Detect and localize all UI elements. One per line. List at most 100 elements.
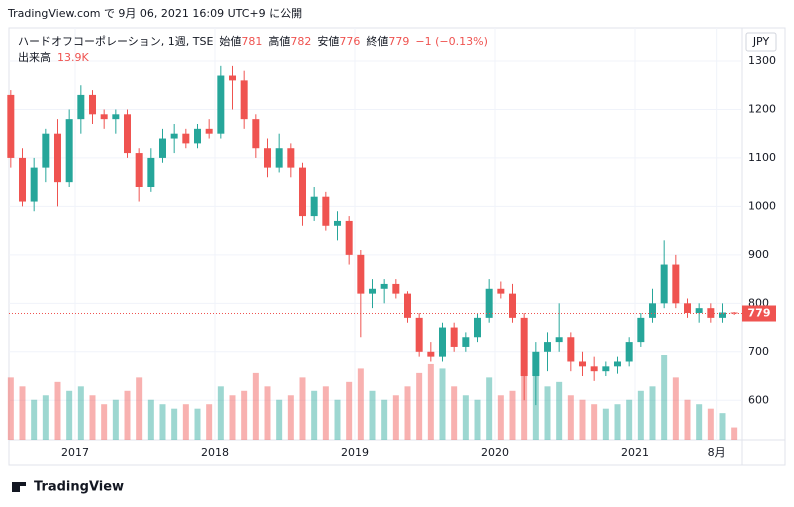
legend-title: ハードオフコーポレーション, 1週, TSE bbox=[18, 35, 213, 48]
volume-bar bbox=[182, 404, 189, 440]
currency-box[interactable] bbox=[745, 32, 777, 52]
volume-bar bbox=[7, 377, 14, 440]
volume-bar bbox=[614, 404, 621, 440]
volume-bar bbox=[602, 408, 609, 440]
candle-body bbox=[54, 133, 61, 183]
candle-body bbox=[205, 128, 213, 134]
volume-bar bbox=[357, 368, 364, 440]
candle-body bbox=[112, 114, 120, 120]
candle-body bbox=[579, 361, 586, 367]
candle-body bbox=[485, 288, 493, 318]
volume-bar bbox=[696, 404, 703, 440]
candle-body bbox=[520, 317, 528, 377]
candle-body bbox=[252, 119, 260, 149]
candle-body bbox=[240, 80, 248, 120]
volume-bar bbox=[544, 386, 551, 440]
volume-bar bbox=[672, 377, 679, 440]
candle-body bbox=[7, 94, 15, 158]
candle-body bbox=[89, 94, 96, 115]
volume-bar bbox=[322, 386, 329, 440]
chart-frame bbox=[8, 27, 786, 466]
volume-bar bbox=[486, 377, 493, 440]
candle-body bbox=[660, 264, 668, 304]
volume-bar bbox=[66, 390, 73, 440]
volume-bar bbox=[31, 399, 38, 440]
candle-body bbox=[415, 317, 423, 352]
legend-low: 776 bbox=[339, 35, 360, 48]
volume-bar bbox=[241, 390, 248, 440]
volume-bar bbox=[416, 372, 423, 440]
legend-field-label: 終値 bbox=[366, 34, 388, 48]
candle-body bbox=[299, 167, 306, 217]
volume-bar bbox=[719, 413, 726, 440]
volume-title: 出来高 bbox=[18, 50, 51, 64]
volume-bar bbox=[77, 386, 84, 440]
candle-body bbox=[322, 196, 330, 226]
candle-body bbox=[590, 366, 598, 372]
candle-body bbox=[19, 157, 26, 202]
volume-bar bbox=[369, 390, 376, 440]
candle-body bbox=[427, 351, 435, 357]
volume-bar bbox=[661, 355, 668, 440]
y-tick-label: 1300 bbox=[748, 54, 776, 67]
volume-bar bbox=[276, 399, 283, 440]
candle-body bbox=[77, 94, 85, 120]
x-tick-label: 2017 bbox=[61, 446, 89, 459]
legend-change: −1 (−0.13%) bbox=[415, 35, 487, 48]
legend: ハードオフコーポレーション, 1週, TSE 始値781 高値782 安値776 終値7… bbox=[18, 34, 488, 48]
legend-close: 779 bbox=[388, 35, 409, 48]
volume-bar bbox=[89, 395, 96, 440]
volume-bar bbox=[194, 408, 201, 440]
currency: JPY bbox=[752, 35, 770, 48]
footer-brand: TradingView bbox=[34, 480, 124, 495]
candle-body bbox=[124, 114, 131, 154]
volume-bar bbox=[439, 368, 446, 440]
candle-body bbox=[229, 75, 236, 81]
legend-high: 782 bbox=[290, 35, 311, 48]
volume-value: 13.9K bbox=[57, 51, 89, 64]
volume-bar bbox=[311, 390, 318, 440]
volume-bar bbox=[649, 386, 656, 440]
volume-bar bbox=[497, 395, 504, 440]
candle-body bbox=[497, 288, 505, 294]
volume-bar bbox=[229, 395, 236, 440]
volume-bar bbox=[404, 386, 411, 440]
published-note: TradingView.com で 9月 06, 2021 16:09 UTC+… bbox=[7, 7, 302, 20]
candle-body bbox=[614, 361, 621, 367]
candle-body bbox=[509, 293, 516, 318]
candle-body bbox=[637, 317, 645, 343]
candle-body bbox=[392, 283, 400, 294]
candle-body bbox=[380, 283, 388, 289]
footer-logo: TradingView bbox=[12, 480, 124, 495]
grid bbox=[9, 28, 742, 440]
volume-bar bbox=[392, 395, 399, 440]
volume-bar bbox=[159, 404, 166, 440]
candle-body bbox=[684, 303, 691, 314]
volume-bar bbox=[287, 395, 294, 440]
last-price-label: 779 bbox=[748, 307, 771, 320]
y-tick-label: 1000 bbox=[748, 199, 776, 212]
candle-body bbox=[345, 220, 353, 255]
volume-bar bbox=[124, 390, 131, 440]
candle-body bbox=[147, 157, 155, 188]
candle-body bbox=[602, 366, 610, 372]
candle-body bbox=[649, 303, 656, 318]
volume-bar bbox=[474, 399, 481, 440]
candle-body bbox=[135, 153, 143, 188]
volume-bar bbox=[206, 404, 213, 440]
volume-bar bbox=[252, 372, 259, 440]
volume-bar bbox=[264, 386, 271, 440]
x-tick-label: 2020 bbox=[481, 446, 509, 459]
candle-body bbox=[275, 148, 283, 168]
legend-field-label: 高値 bbox=[268, 34, 290, 48]
candle-body bbox=[544, 342, 551, 352]
candle-body bbox=[287, 148, 295, 168]
volume-bar bbox=[451, 386, 458, 440]
y-tick-label: 1200 bbox=[748, 102, 776, 115]
candle-body bbox=[625, 342, 633, 362]
candle-body bbox=[217, 75, 225, 134]
candle-body bbox=[159, 138, 166, 158]
legend-field-label: 始値 bbox=[219, 34, 241, 48]
volume-legend: 出来高 13.9K bbox=[18, 50, 89, 64]
volume-bar bbox=[731, 427, 738, 440]
